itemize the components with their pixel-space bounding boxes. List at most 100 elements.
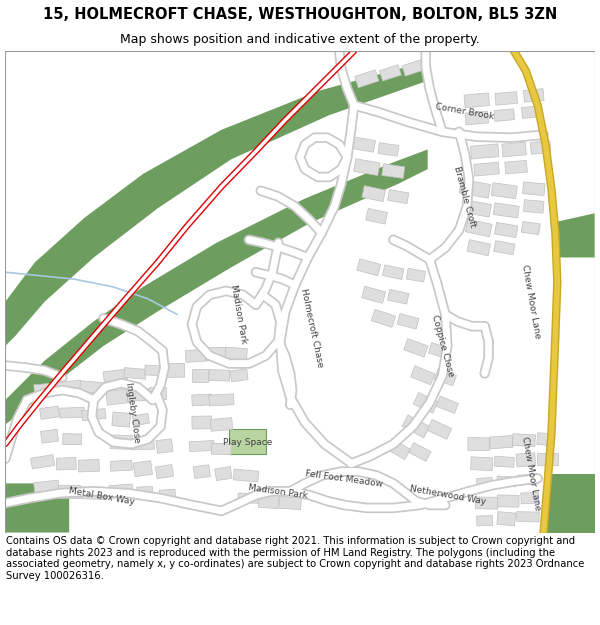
Bar <box>413 392 438 413</box>
Bar <box>109 484 133 499</box>
Bar <box>466 219 492 237</box>
Bar <box>517 512 539 522</box>
Bar <box>352 137 376 152</box>
Bar <box>382 164 405 178</box>
Bar <box>521 221 541 234</box>
Bar <box>404 339 428 357</box>
Bar <box>137 486 153 500</box>
Bar <box>406 268 425 282</box>
Bar <box>233 469 259 482</box>
Bar <box>353 159 380 176</box>
Bar <box>402 60 424 76</box>
Bar <box>521 106 540 118</box>
Bar <box>517 474 538 485</box>
Bar <box>124 368 146 379</box>
Polygon shape <box>550 213 595 258</box>
Bar <box>357 259 381 276</box>
Bar <box>465 111 488 125</box>
Bar <box>80 381 104 394</box>
Bar <box>427 419 452 439</box>
Bar <box>41 429 59 443</box>
Bar <box>193 465 211 478</box>
Bar <box>79 459 100 472</box>
Text: Corner Brook: Corner Brook <box>435 102 495 122</box>
Bar <box>462 200 491 217</box>
Bar <box>191 394 212 406</box>
Bar <box>537 432 554 446</box>
Text: Bramble Croft: Bramble Croft <box>452 165 478 228</box>
Bar <box>156 439 173 453</box>
Bar <box>497 495 519 507</box>
Bar <box>362 286 386 303</box>
Bar <box>459 179 491 198</box>
Polygon shape <box>5 149 428 424</box>
Text: 15, HOLMECROFT CHASE, WESTHOUGHTON, BOLTON, BL5 3ZN: 15, HOLMECROFT CHASE, WESTHOUGHTON, BOLT… <box>43 7 557 22</box>
Bar <box>495 92 518 105</box>
Bar <box>210 418 233 431</box>
Bar <box>110 460 132 471</box>
Bar <box>497 512 515 526</box>
Bar <box>58 485 80 498</box>
Bar <box>378 142 399 156</box>
Bar <box>388 289 409 304</box>
Bar <box>82 409 106 421</box>
Bar <box>523 182 545 196</box>
Bar <box>491 182 517 199</box>
Bar <box>476 516 493 526</box>
Bar <box>205 348 229 360</box>
Bar <box>189 441 214 452</box>
Bar <box>409 442 431 461</box>
Bar <box>467 239 491 256</box>
Bar <box>131 438 154 450</box>
Bar <box>209 369 230 381</box>
Bar <box>106 389 131 405</box>
Bar <box>530 141 551 154</box>
Bar <box>112 412 131 427</box>
Bar <box>40 406 59 419</box>
Bar <box>366 209 388 224</box>
Bar <box>103 369 128 382</box>
Bar <box>60 408 85 418</box>
Bar <box>238 493 260 503</box>
Bar <box>470 457 493 471</box>
Text: Contains OS data © Crown copyright and database right 2021. This information is : Contains OS data © Crown copyright and d… <box>6 536 584 581</box>
Bar <box>505 161 527 174</box>
Bar <box>474 162 499 176</box>
Text: Play Space: Play Space <box>223 438 272 447</box>
Bar <box>155 464 173 479</box>
Bar <box>464 93 490 108</box>
Bar <box>279 496 301 509</box>
Text: Coppice Close: Coppice Close <box>430 314 455 378</box>
Bar <box>63 434 82 445</box>
Bar <box>215 466 232 481</box>
Bar <box>494 109 515 121</box>
Bar <box>523 89 544 102</box>
Bar <box>355 70 379 88</box>
Polygon shape <box>229 429 266 454</box>
Bar <box>494 222 518 238</box>
Bar <box>516 452 536 467</box>
Text: Netherwood Way: Netherwood Way <box>409 484 486 506</box>
Bar <box>468 438 490 451</box>
Bar <box>397 314 419 329</box>
Bar <box>388 189 409 204</box>
Bar <box>523 200 544 213</box>
Bar <box>225 347 247 361</box>
Bar <box>127 389 149 401</box>
Bar <box>34 382 59 398</box>
Bar <box>133 461 152 477</box>
Bar <box>512 434 536 447</box>
Bar <box>362 186 385 202</box>
Text: Holmecroft Chase: Holmecroft Chase <box>299 288 325 369</box>
Text: Fell Foot Meadow: Fell Foot Meadow <box>305 469 383 488</box>
Bar <box>410 366 435 385</box>
Bar <box>379 64 401 81</box>
Bar <box>209 394 234 406</box>
Bar <box>57 380 82 394</box>
Bar <box>133 414 149 426</box>
Polygon shape <box>544 474 595 532</box>
Bar <box>434 369 457 386</box>
Text: Chew Moor Lane: Chew Moor Lane <box>520 264 542 339</box>
Bar <box>428 342 451 359</box>
Bar <box>185 349 209 362</box>
